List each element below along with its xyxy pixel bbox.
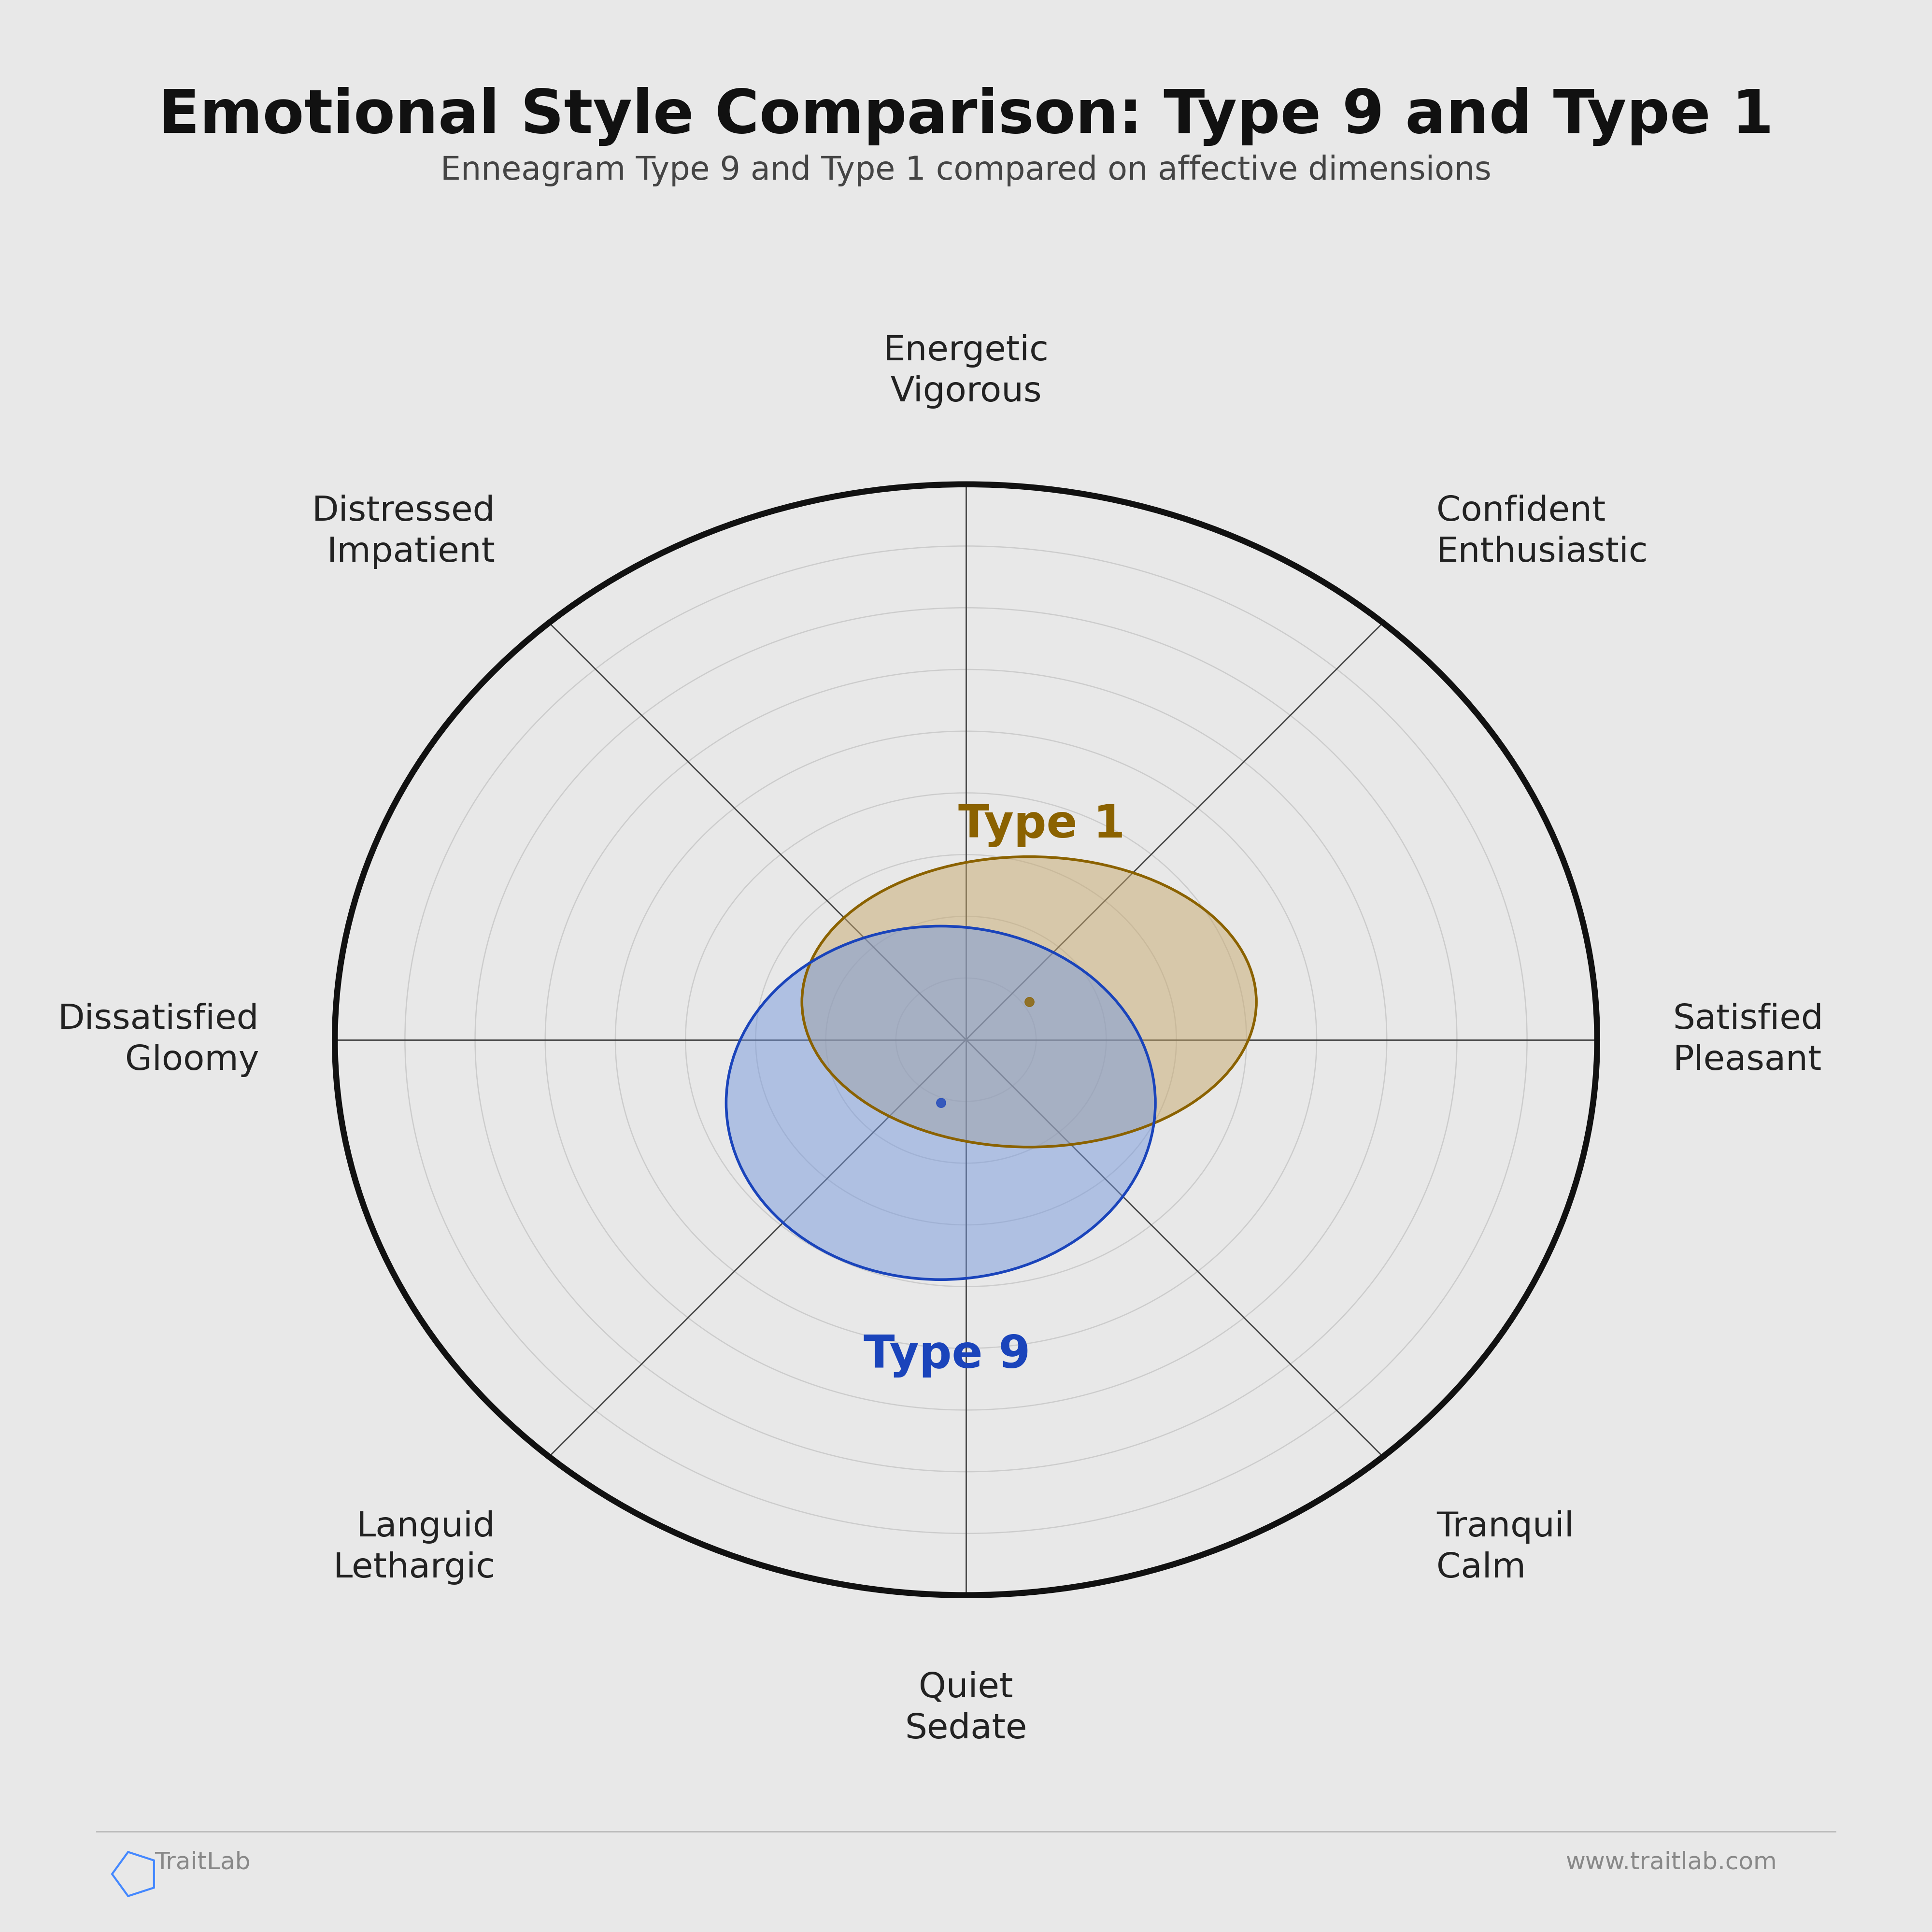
- Text: Tranquil
Calm: Tranquil Calm: [1437, 1511, 1575, 1584]
- Ellipse shape: [802, 856, 1256, 1148]
- Text: Energetic
Vigorous: Energetic Vigorous: [883, 334, 1049, 408]
- Text: Confident
Enthusiastic: Confident Enthusiastic: [1437, 495, 1648, 570]
- Ellipse shape: [726, 925, 1155, 1279]
- Text: Satisfied
Pleasant: Satisfied Pleasant: [1673, 1003, 1824, 1076]
- Text: TraitLab: TraitLab: [155, 1851, 251, 1874]
- Text: Dissatisfied
Gloomy: Dissatisfied Gloomy: [58, 1003, 259, 1076]
- Text: Distressed
Impatient: Distressed Impatient: [313, 495, 495, 570]
- Text: Languid
Lethargic: Languid Lethargic: [332, 1511, 495, 1584]
- Text: www.traitlab.com: www.traitlab.com: [1567, 1851, 1777, 1874]
- Text: Emotional Style Comparison: Type 9 and Type 1: Emotional Style Comparison: Type 9 and T…: [158, 87, 1774, 147]
- Text: Type 1: Type 1: [958, 804, 1124, 848]
- Text: Enneagram Type 9 and Type 1 compared on affective dimensions: Enneagram Type 9 and Type 1 compared on …: [440, 155, 1492, 187]
- Text: Quiet
Sedate: Quiet Sedate: [904, 1671, 1028, 1745]
- Text: Type 9: Type 9: [864, 1333, 1030, 1378]
